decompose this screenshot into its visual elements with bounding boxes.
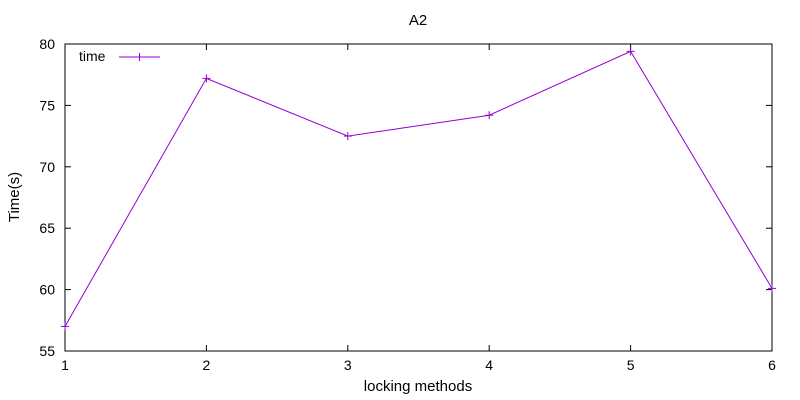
x-tick-label: 3 — [344, 357, 352, 373]
data-point — [343, 132, 352, 141]
chart-title: A2 — [409, 12, 427, 29]
y-tick-label: 55 — [39, 343, 55, 359]
data-point — [768, 284, 776, 293]
legend-label: time — [79, 48, 106, 64]
y-tick-label: 80 — [39, 36, 55, 52]
data-point — [485, 111, 494, 120]
data-point — [626, 47, 635, 56]
y-tick-label: 70 — [39, 159, 55, 175]
y-tick-label: 65 — [39, 220, 55, 236]
x-tick-label: 2 — [203, 357, 211, 373]
data-point — [61, 322, 69, 331]
series-line-time — [64, 50, 773, 327]
y-tick-label: 60 — [39, 282, 55, 298]
axis-ticks: 55 60 65 70 75 80 1 2 3 4 5 6 — [39, 36, 776, 373]
plot-frame — [64, 43, 773, 352]
y-tick-label: 75 — [39, 97, 55, 113]
y-axis-label: Time(s) — [6, 172, 23, 222]
x-tick-label: 5 — [627, 357, 635, 373]
data-point — [202, 74, 211, 83]
x-tick-label: 6 — [768, 357, 776, 373]
x-axis-label: locking methods — [364, 378, 472, 395]
x-tick-label: 1 — [61, 357, 69, 373]
series-layer — [61, 47, 776, 331]
legend-plus-marker — [135, 53, 144, 61]
legend-marker — [135, 53, 144, 61]
x-tick-label: 4 — [485, 357, 493, 373]
legend: time — [79, 48, 160, 64]
